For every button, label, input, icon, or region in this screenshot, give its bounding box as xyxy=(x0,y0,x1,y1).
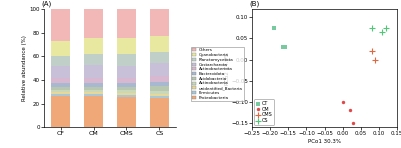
Bar xyxy=(150,36,169,52)
Bar xyxy=(51,96,71,127)
CS xyxy=(379,31,386,33)
Bar xyxy=(117,97,136,127)
Legend: Others, Cyanobacteria, Planctomycetota, Costarcharota, Actinobacteriota, Bactero: Others, Cyanobacteria, Planctomycetota, … xyxy=(190,47,245,101)
Bar xyxy=(117,83,136,87)
Bar xyxy=(51,92,71,94)
Bar xyxy=(51,94,71,96)
Bar xyxy=(84,9,103,38)
Bar xyxy=(117,87,136,90)
Text: (B): (B) xyxy=(249,0,259,7)
Bar xyxy=(51,90,71,92)
CT xyxy=(279,46,286,48)
Bar xyxy=(117,38,136,54)
Bar xyxy=(150,86,169,91)
Bar xyxy=(117,54,136,66)
Y-axis label: PCo2 14.9%: PCo2 14.9% xyxy=(225,52,230,85)
Bar xyxy=(150,91,169,94)
Bar xyxy=(150,52,169,63)
Bar xyxy=(84,54,103,65)
Text: (A): (A) xyxy=(41,0,52,7)
Bar xyxy=(150,63,169,76)
Bar xyxy=(84,83,103,87)
Bar xyxy=(84,78,103,83)
Bar xyxy=(84,90,103,92)
CS xyxy=(383,27,389,29)
Bar xyxy=(51,66,71,78)
Bar xyxy=(117,90,136,93)
CS xyxy=(369,27,375,29)
Bar xyxy=(150,94,169,96)
Bar xyxy=(150,76,169,82)
Bar xyxy=(150,82,169,86)
Bar xyxy=(117,95,136,97)
CMS xyxy=(372,58,379,61)
Bar xyxy=(150,96,169,98)
Bar xyxy=(84,65,103,78)
X-axis label: PCo1 30.3%: PCo1 30.3% xyxy=(308,139,341,144)
Bar xyxy=(84,92,103,94)
CM xyxy=(339,101,346,103)
Bar xyxy=(117,66,136,78)
CT xyxy=(282,46,288,48)
Bar xyxy=(51,87,71,90)
Bar xyxy=(84,94,103,96)
Bar xyxy=(117,9,136,38)
Bar xyxy=(150,98,169,127)
Legend: CT, CM, CMS, CS: CT, CM, CMS, CS xyxy=(255,99,274,125)
CM xyxy=(347,109,353,112)
CT xyxy=(271,27,277,29)
CM xyxy=(350,122,357,124)
CMS xyxy=(369,50,375,52)
Bar xyxy=(51,56,71,66)
Bar xyxy=(51,41,71,56)
Y-axis label: Relative abundance (%): Relative abundance (%) xyxy=(22,35,26,101)
Bar xyxy=(150,9,169,36)
Bar xyxy=(117,93,136,95)
Bar xyxy=(117,78,136,83)
Bar xyxy=(84,38,103,54)
Bar xyxy=(84,96,103,127)
Bar xyxy=(51,78,71,83)
Bar xyxy=(51,9,71,41)
Bar xyxy=(51,83,71,87)
Bar xyxy=(84,87,103,90)
